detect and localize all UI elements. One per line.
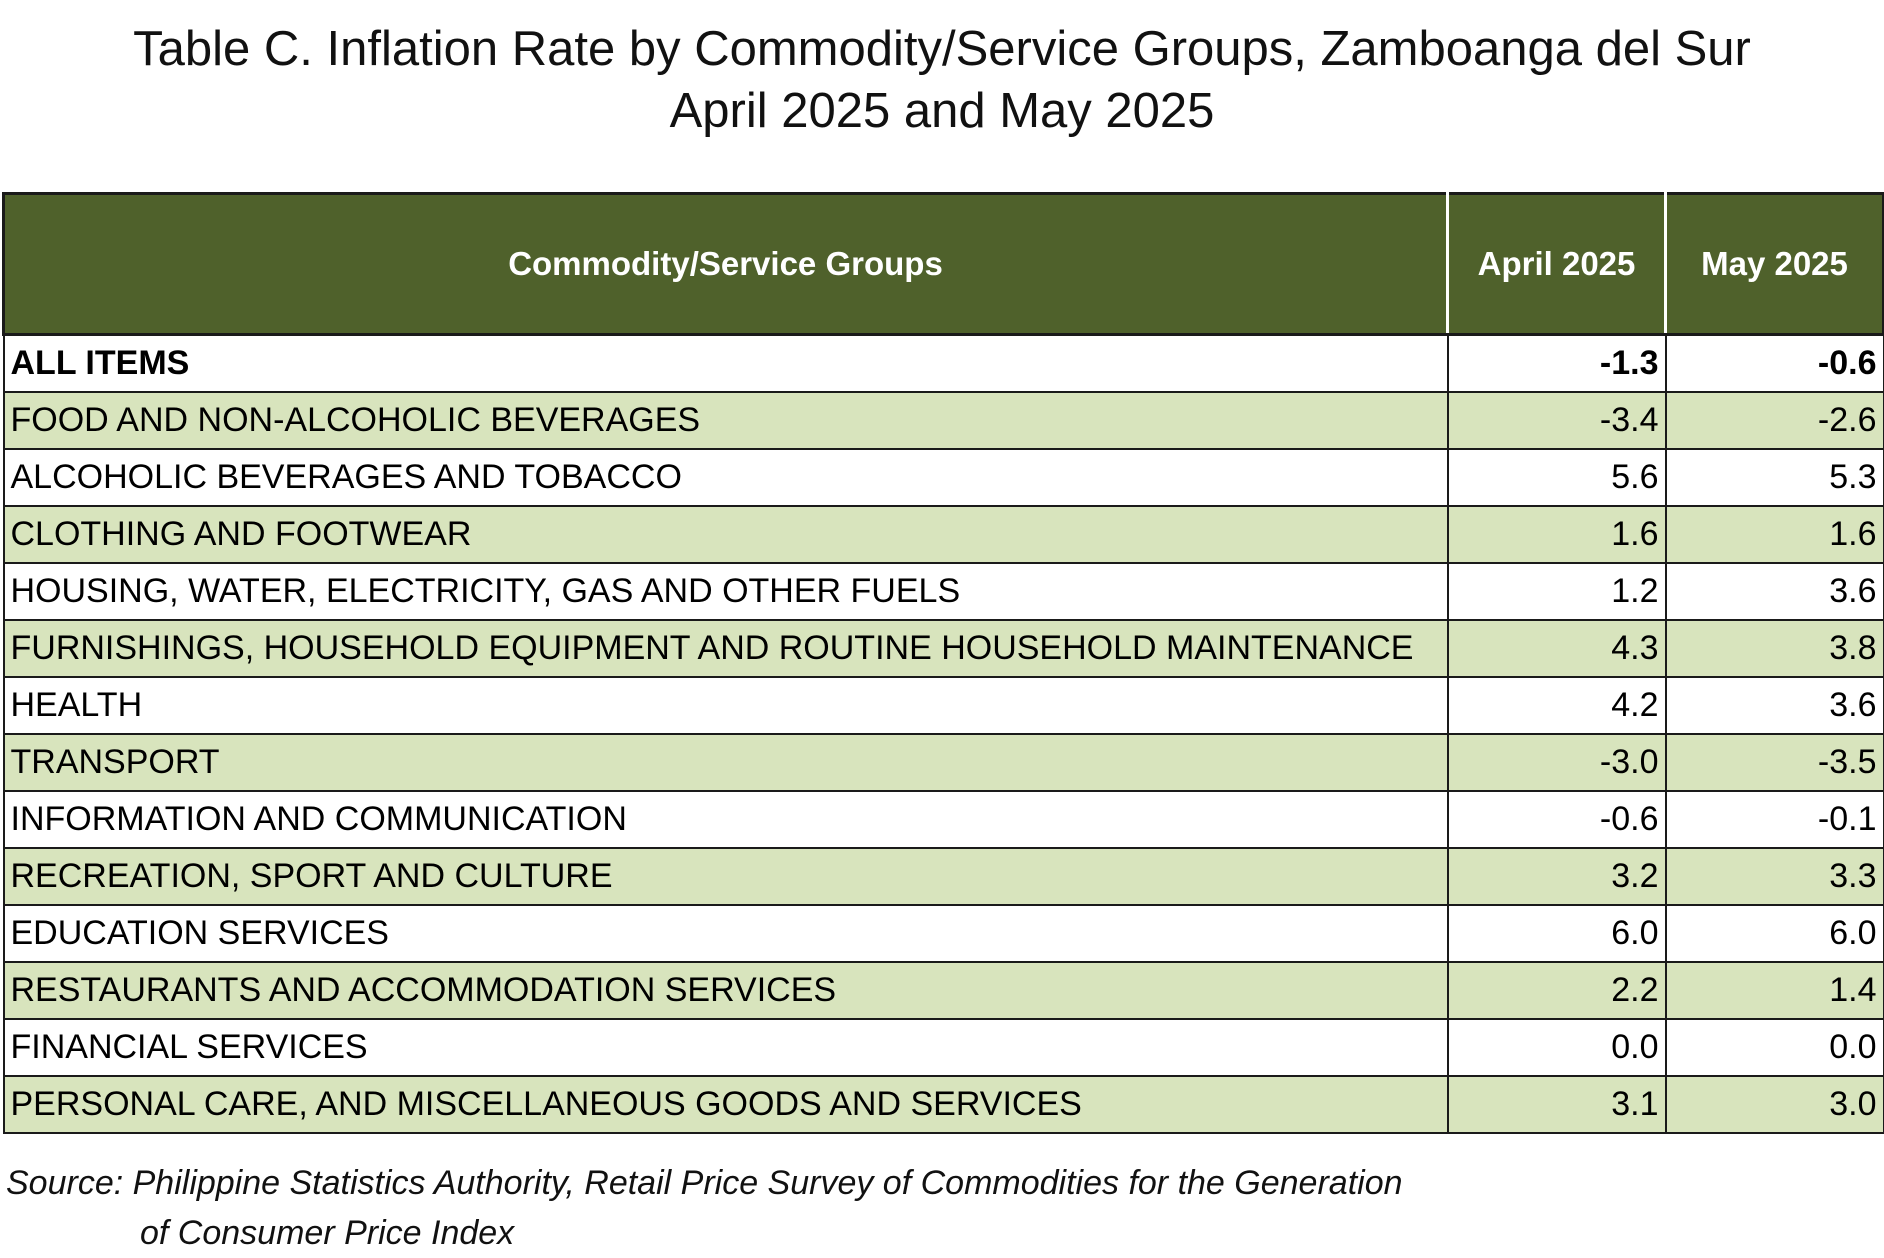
may-value: -3.5 — [1664, 733, 1884, 792]
source-line-2: of Consumer Price Index — [140, 1214, 515, 1252]
table-row: FURNISHINGS, HOUSEHOLD EQUIPMENT AND ROU… — [2, 619, 1884, 678]
april-value: 3.2 — [1446, 847, 1667, 906]
group-name: HEALTH — [2, 676, 1449, 735]
group-name: FINANCIAL SERVICES — [2, 1018, 1449, 1077]
table-row: HOUSING, WATER, ELECTRICITY, GAS AND OTH… — [2, 562, 1884, 621]
table-row: RECREATION, SPORT AND CULTURE 3.2 3.3 — [2, 847, 1884, 906]
april-value: 6.0 — [1446, 904, 1667, 963]
table-row: EDUCATION SERVICES 6.0 6.0 — [2, 904, 1884, 963]
may-value: 3.0 — [1664, 1075, 1884, 1134]
title-line-2: April 2025 and May 2025 — [669, 84, 1215, 138]
table-row: PERSONAL CARE, AND MISCELLANEOUS GOODS A… — [2, 1075, 1884, 1134]
group-name: HOUSING, WATER, ELECTRICITY, GAS AND OTH… — [2, 562, 1449, 621]
group-name: FURNISHINGS, HOUSEHOLD EQUIPMENT AND ROU… — [2, 619, 1449, 678]
april-value: 2.2 — [1446, 961, 1667, 1020]
may-value: -0.1 — [1664, 790, 1884, 849]
april-value: 0.0 — [1446, 1018, 1667, 1077]
header-april-2025: April 2025 — [1446, 192, 1667, 336]
group-name: FOOD AND NON-ALCOHOLIC BEVERAGES — [2, 391, 1449, 450]
table-row: INFORMATION AND COMMUNICATION -0.6 -0.1 — [2, 790, 1884, 849]
may-value: -0.6 — [1664, 333, 1884, 393]
group-name: INFORMATION AND COMMUNICATION — [2, 790, 1449, 849]
april-value: 5.6 — [1446, 448, 1667, 507]
header-may-2025: May 2025 — [1664, 192, 1884, 336]
table-title: Table C. Inflation Rate by Commodity/Ser… — [0, 18, 1884, 142]
header-row: Commodity/Service Groups April 2025 May … — [2, 192, 1884, 336]
table-row: FINANCIAL SERVICES 0.0 0.0 — [2, 1018, 1884, 1077]
table-row: ALL ITEMS -1.3 -0.6 — [2, 333, 1884, 393]
group-name: RESTAURANTS AND ACCOMMODATION SERVICES — [2, 961, 1449, 1020]
group-name: ALCOHOLIC BEVERAGES AND TOBACCO — [2, 448, 1449, 507]
table-row: TRANSPORT -3.0 -3.5 — [2, 733, 1884, 792]
group-name: ALL ITEMS — [2, 333, 1449, 393]
table-row: HEALTH 4.2 3.6 — [2, 676, 1884, 735]
group-name: RECREATION, SPORT AND CULTURE — [2, 847, 1449, 906]
may-value: 5.3 — [1664, 448, 1884, 507]
may-value: 0.0 — [1664, 1018, 1884, 1077]
may-value: 3.6 — [1664, 562, 1884, 621]
april-value: -1.3 — [1446, 333, 1667, 393]
may-value: 1.6 — [1664, 505, 1884, 564]
group-name: CLOTHING AND FOOTWEAR — [2, 505, 1449, 564]
table-row: ALCOHOLIC BEVERAGES AND TOBACCO 5.6 5.3 — [2, 448, 1884, 507]
may-value: 1.4 — [1664, 961, 1884, 1020]
may-value: 6.0 — [1664, 904, 1884, 963]
april-value: 1.6 — [1446, 505, 1667, 564]
may-value: -2.6 — [1664, 391, 1884, 450]
group-name: PERSONAL CARE, AND MISCELLANEOUS GOODS A… — [2, 1075, 1449, 1134]
april-value: 3.1 — [1446, 1075, 1667, 1134]
title-line-1: Table C. Inflation Rate by Commodity/Ser… — [133, 22, 1751, 76]
april-value: 1.2 — [1446, 562, 1667, 621]
source-note: Source: Philippine Statistics Authority,… — [6, 1158, 1403, 1258]
inflation-table: Commodity/Service Groups April 2025 May … — [2, 192, 1884, 1134]
table-row: FOOD AND NON-ALCOHOLIC BEVERAGES -3.4 -2… — [2, 391, 1884, 450]
table-row: RESTAURANTS AND ACCOMMODATION SERVICES 2… — [2, 961, 1884, 1020]
group-name: TRANSPORT — [2, 733, 1449, 792]
may-value: 3.8 — [1664, 619, 1884, 678]
april-value: 4.2 — [1446, 676, 1667, 735]
april-value: -0.6 — [1446, 790, 1667, 849]
group-name: EDUCATION SERVICES — [2, 904, 1449, 963]
source-line-1: Source: Philippine Statistics Authority,… — [6, 1164, 1403, 1202]
may-value: 3.3 — [1664, 847, 1884, 906]
header-commodity-groups: Commodity/Service Groups — [2, 192, 1449, 336]
may-value: 3.6 — [1664, 676, 1884, 735]
april-value: -3.0 — [1446, 733, 1667, 792]
table-row: CLOTHING AND FOOTWEAR 1.6 1.6 — [2, 505, 1884, 564]
april-value: -3.4 — [1446, 391, 1667, 450]
april-value: 4.3 — [1446, 619, 1667, 678]
